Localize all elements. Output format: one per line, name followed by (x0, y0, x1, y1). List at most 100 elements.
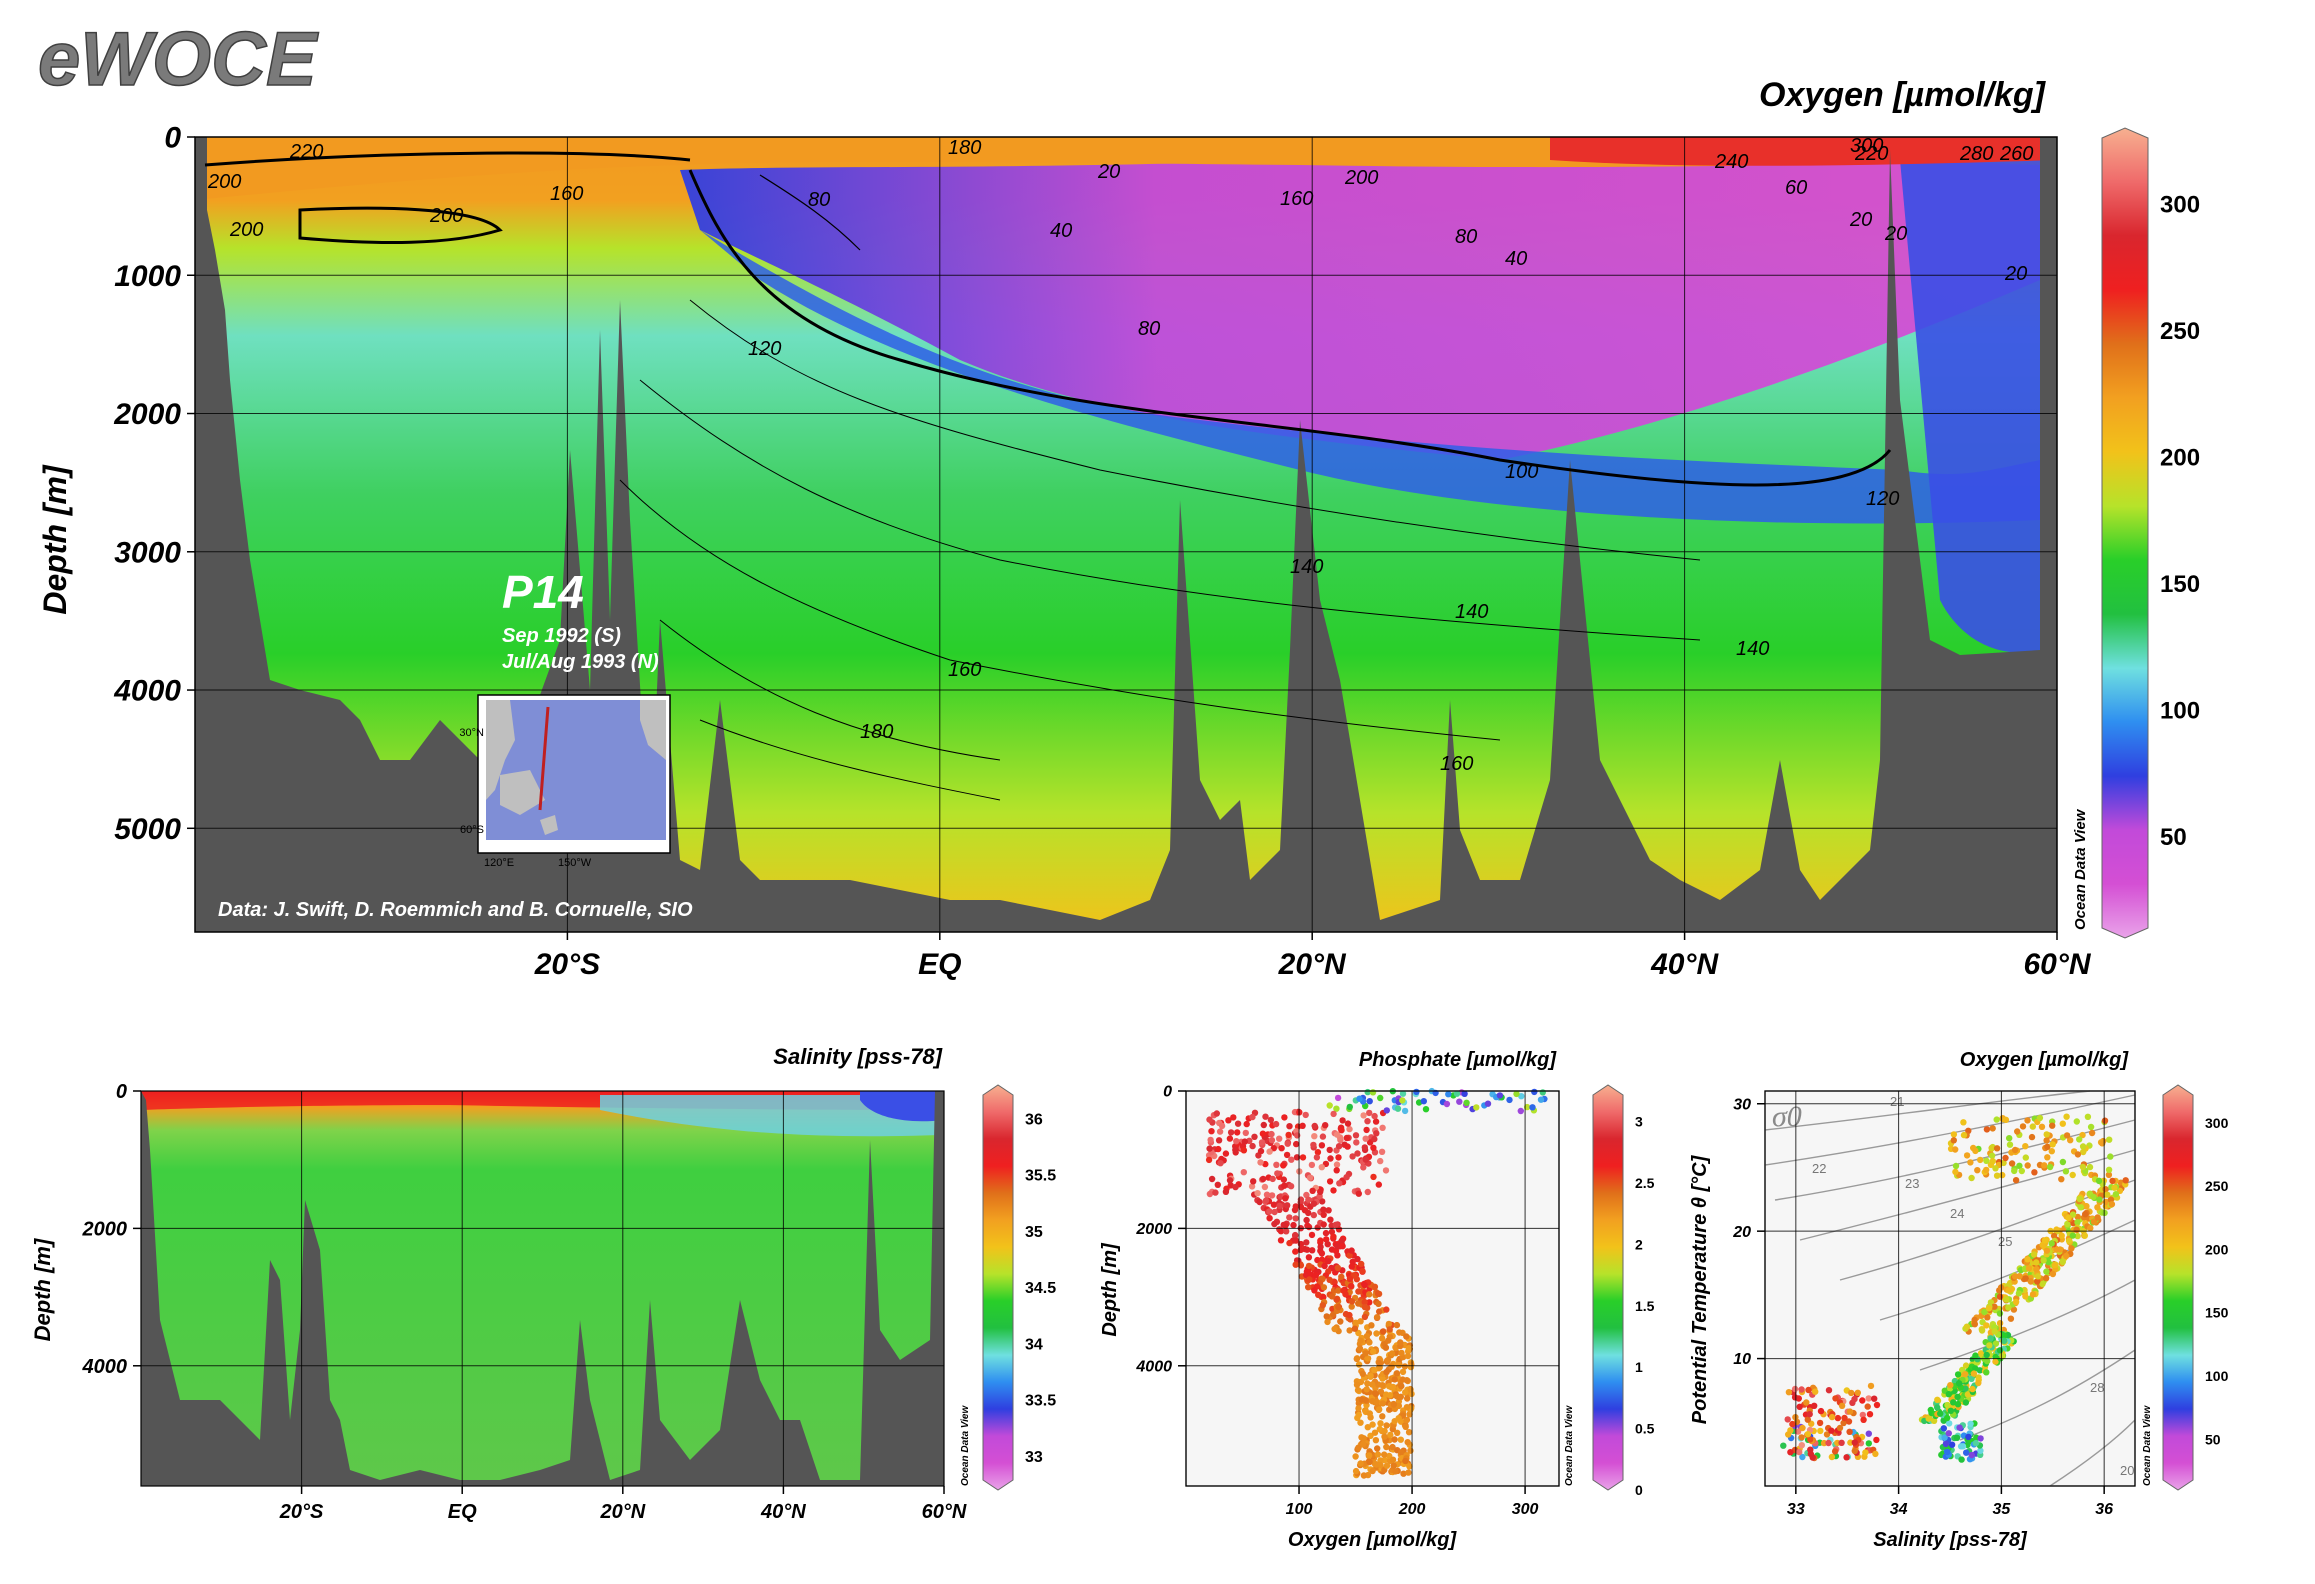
scatter-point (1387, 1431, 1394, 1439)
scatter-point (1981, 1308, 1988, 1316)
scatter-point (1991, 1303, 1998, 1310)
scatter-point (1334, 1243, 1341, 1250)
scatter-point (1361, 1313, 1369, 1321)
scatter-point (1303, 1246, 1311, 1253)
scatter-point (2043, 1247, 2051, 1254)
contour-label: 180 (860, 721, 893, 743)
scatter-point (1232, 1146, 1239, 1154)
scatter-point (1372, 1118, 1380, 1125)
scatter-point (1816, 1419, 1824, 1427)
scatter-point (1965, 1433, 1972, 1441)
scatter-point (1328, 1293, 1336, 1300)
scatter-point (1937, 1410, 1944, 1417)
scatter-point (1969, 1385, 1976, 1393)
section-date-south: Sep 1992 (S) (502, 625, 621, 647)
contour-label: 40 (1050, 220, 1072, 242)
scatter-point (2040, 1257, 2047, 1264)
ts-ylabel: Potential Temperature θ [°C] (1689, 1154, 1711, 1424)
scatter-point (1791, 1394, 1799, 1401)
scatter-point (1234, 1120, 1242, 1127)
scatter-point (1268, 1192, 1276, 1199)
contour-label: 120 (748, 338, 781, 360)
contour-label: 200 (229, 219, 263, 241)
scatter-point (1798, 1386, 1805, 1393)
scatter-point (1385, 1320, 1393, 1328)
scatter-point (1388, 1350, 1396, 1357)
x-tick-label: 20°S (279, 1501, 324, 1523)
scatter-point (1307, 1271, 1314, 1278)
scatter-point (1336, 1180, 1343, 1187)
scatter-point (1376, 1308, 1383, 1315)
scatter-point (1370, 1144, 1377, 1152)
scatter-point (1977, 1435, 1984, 1442)
colorbar-tick-label: 300 (2160, 191, 2200, 218)
scatter-point (1989, 1125, 1996, 1132)
scatter-point (1394, 1429, 1401, 1437)
scatter-point (1405, 1469, 1412, 1476)
scatter-point (1953, 1434, 1961, 1442)
scatter-point (1233, 1138, 1240, 1145)
scatter-point (1277, 1228, 1285, 1235)
scatter-point (1828, 1453, 1836, 1461)
scatter-point (2059, 1120, 2066, 1127)
scatter-point (1281, 1114, 1288, 1121)
scatter-point (1361, 1304, 1369, 1311)
scatter-point (1404, 1439, 1411, 1446)
salinity-section-panel: 20°S EQ 20°N 40°N 60°N 0 2000 4000 Salinity [ps… (30, 1044, 1056, 1523)
scatter-point (1804, 1431, 1812, 1438)
scatter-point (1946, 1420, 1953, 1427)
scatter-point (1796, 1403, 1803, 1411)
scatter-point (1353, 1381, 1361, 1389)
inset-lat-30n: 30°N (459, 727, 484, 739)
x-tick-label: 40°N (1650, 948, 1719, 981)
scatter-point (1266, 1215, 1273, 1222)
scatter-point (1948, 1441, 1956, 1448)
scatter-point (1377, 1457, 1384, 1464)
scatter-point (1944, 1448, 1951, 1456)
scatter-point (1376, 1359, 1383, 1367)
scatter-point (1954, 1393, 1961, 1401)
scatter-point (2024, 1162, 2031, 1169)
scatter-point (1524, 1103, 1531, 1111)
scatter-point (2069, 1232, 2076, 1239)
scatter-point (1401, 1107, 1409, 1115)
scatter-point (1984, 1314, 1991, 1321)
scatter-point (1271, 1208, 1278, 1216)
scatter-point (1834, 1414, 1842, 1422)
scatter-point (1280, 1162, 1287, 1169)
scatter-point (1930, 1417, 1938, 1425)
scatter-point (1992, 1165, 1999, 1172)
scatter-point (2033, 1266, 2040, 1273)
scatter-point (1310, 1141, 1317, 1149)
scatter-point (2084, 1113, 2092, 1121)
scatter-point (1377, 1388, 1385, 1395)
scatter-point (1254, 1190, 1261, 1197)
scatter-point (1393, 1370, 1401, 1377)
scatter-point (1967, 1420, 1974, 1428)
scatter-point (1338, 1273, 1345, 1281)
subpolar-surface-oxygen (1550, 137, 2057, 166)
scatter-point (1854, 1389, 1862, 1397)
scatter-point (1214, 1181, 1222, 1189)
scatter-point (1366, 1291, 1373, 1298)
scatter-point (2069, 1171, 2076, 1179)
scatter-point (2080, 1148, 2087, 1156)
scatter-point (1330, 1233, 1337, 1240)
scatter-point (1335, 1154, 1342, 1161)
scatter-point (1312, 1272, 1320, 1279)
scatter-point (1225, 1117, 1232, 1124)
colorbar-tick-label: 2.5 (1635, 1175, 1655, 1191)
colorbar-tick-label: 0 (1635, 1482, 1643, 1498)
scatter-point (1373, 1330, 1380, 1337)
y-tick-label: 2000 (82, 1218, 128, 1240)
contour-label: 60 (1785, 177, 1807, 199)
scatter-point (1517, 1107, 1525, 1115)
scatter-point (1320, 1211, 1327, 1219)
scatter-point (2029, 1123, 2037, 1130)
scatter-point (1385, 1337, 1392, 1344)
scatter-point (1207, 1136, 1214, 1144)
scatter-point (2062, 1168, 2070, 1175)
scatter-point (1261, 1183, 1269, 1191)
scatter-point (2049, 1270, 2057, 1278)
